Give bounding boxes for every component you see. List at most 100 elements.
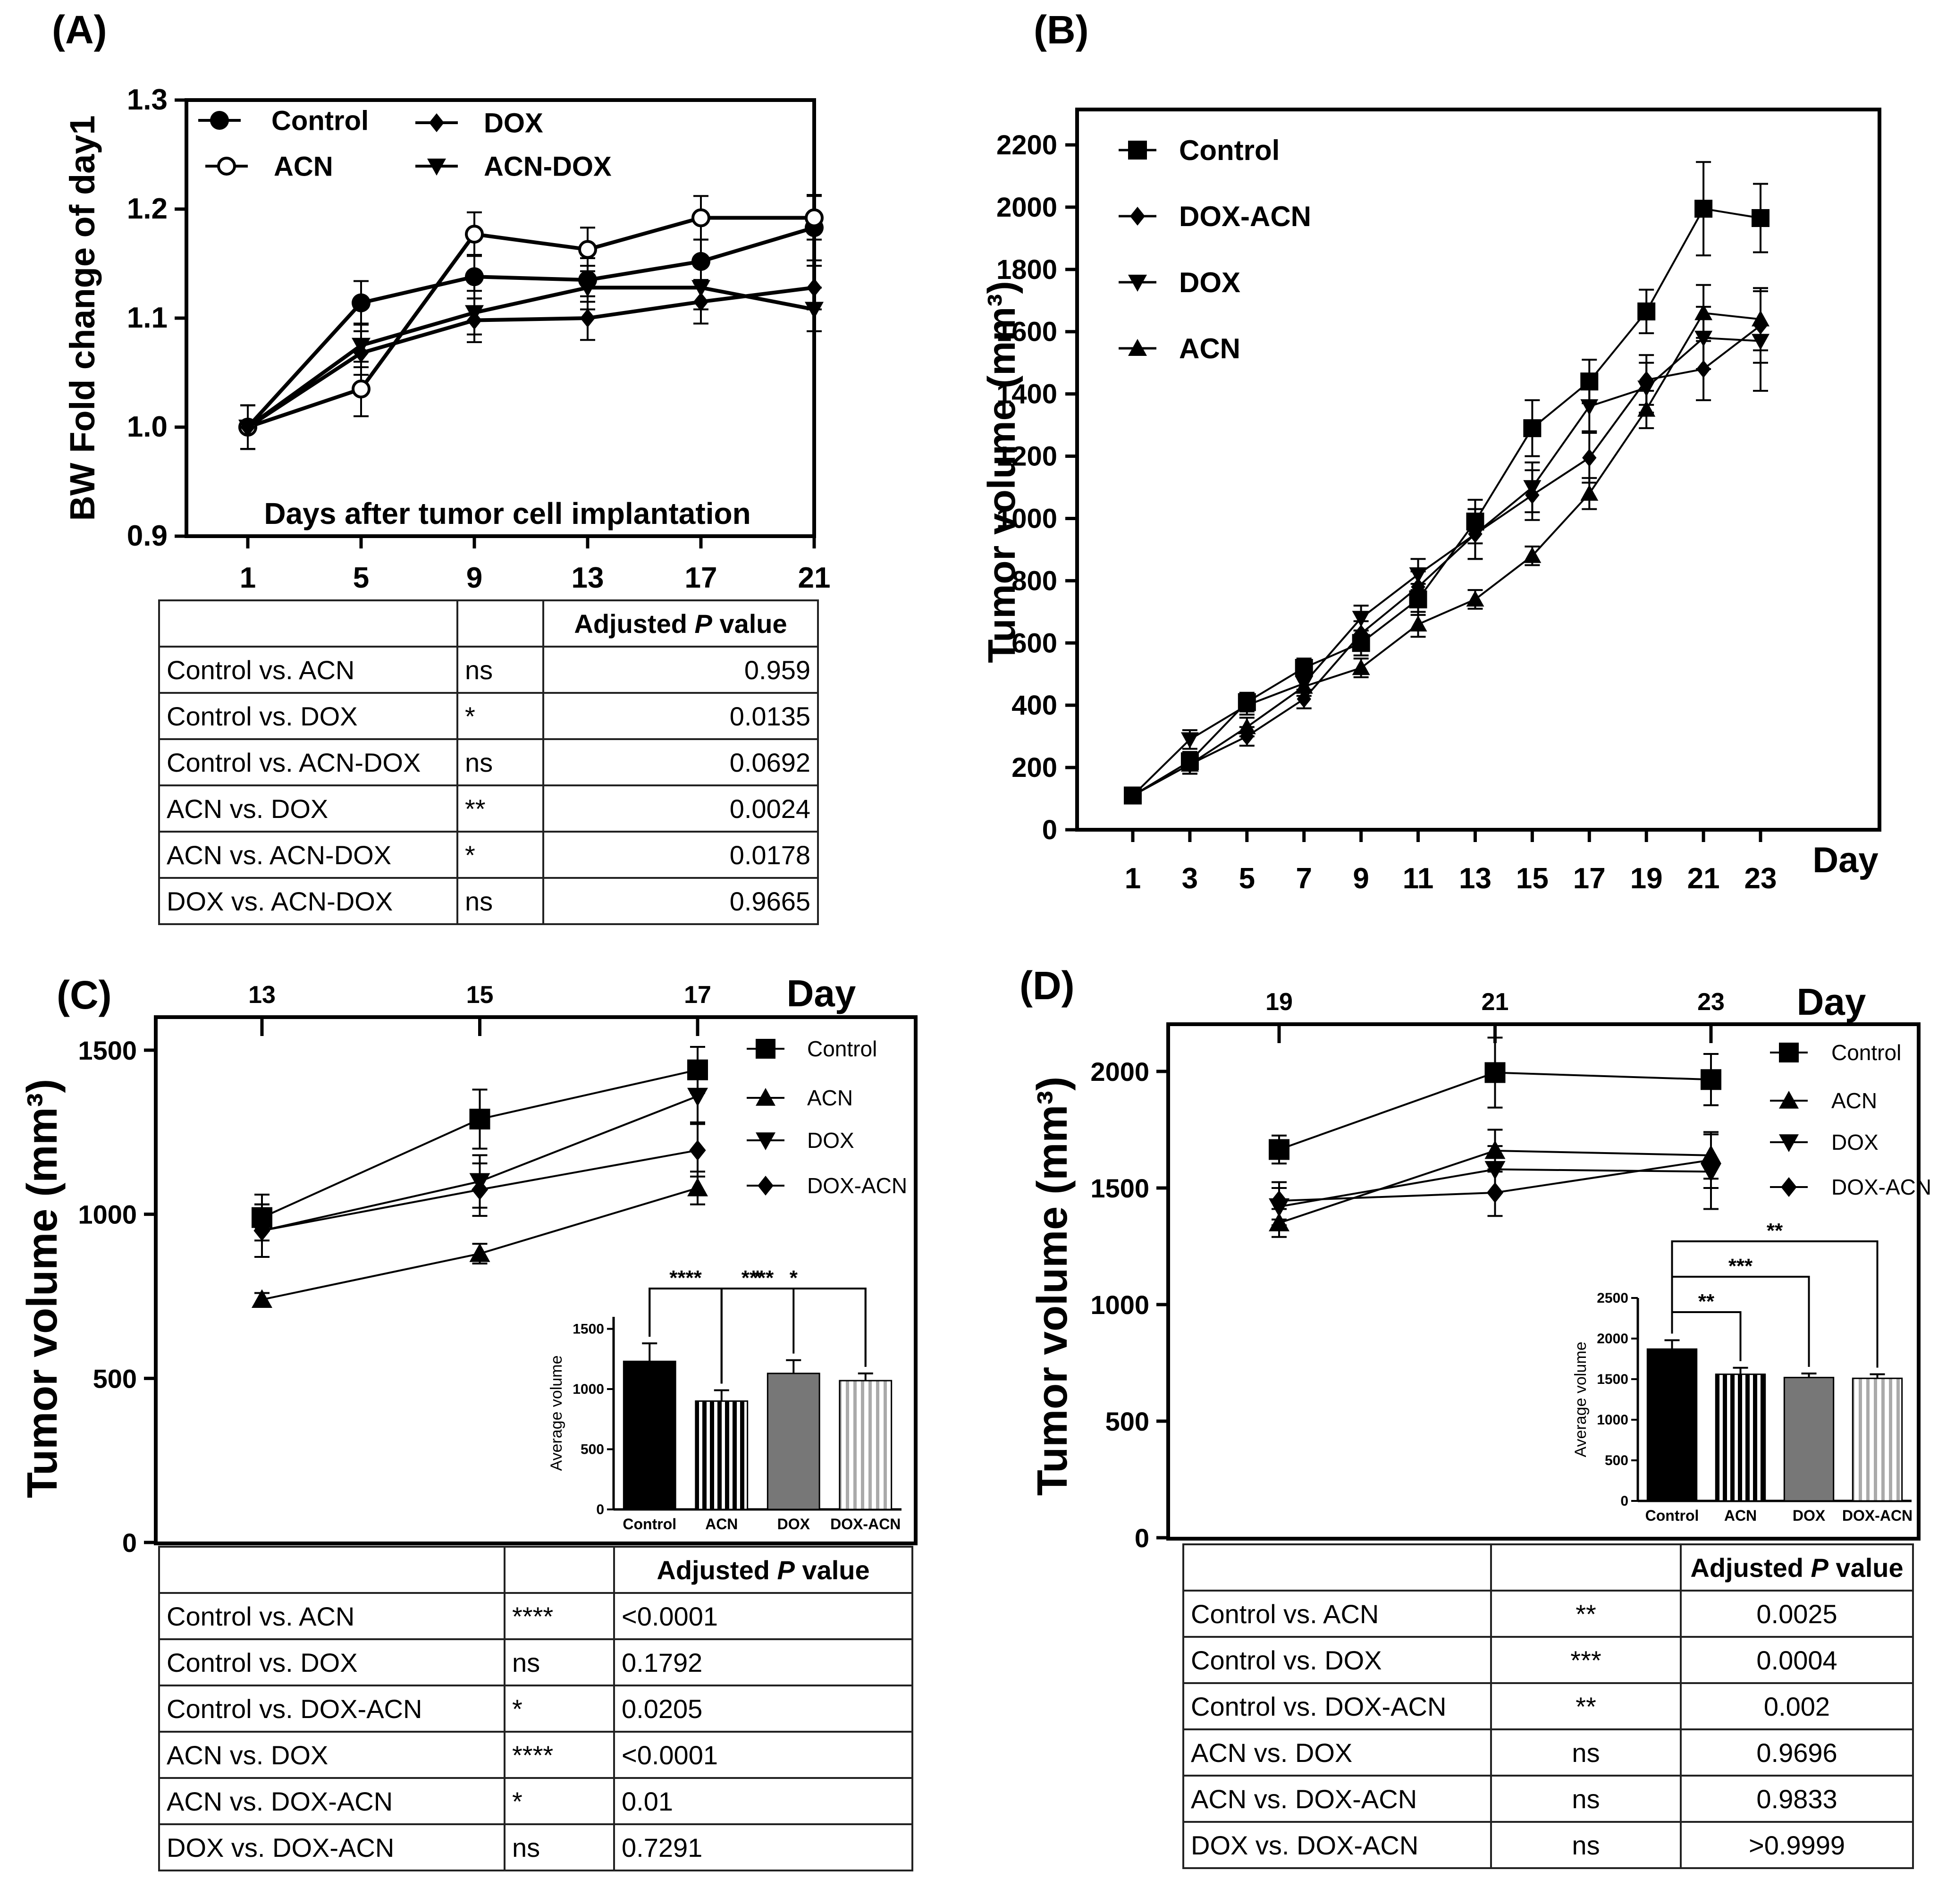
legend-marker [756, 1132, 775, 1150]
cell-comparison: Control vs. DOX [158, 692, 458, 740]
cell-p: 0.0692 [542, 738, 819, 786]
legend-marker [429, 113, 444, 132]
point-acn [578, 240, 597, 259]
point-dox [1352, 611, 1370, 627]
table-row: ACN vs. ACN-DOX * 0.0178 [158, 831, 819, 879]
cell-sig: ns [504, 1638, 615, 1686]
point-control [469, 1109, 490, 1130]
x-tick-label: 17 [1573, 862, 1606, 895]
cell-comparison: Control vs. DOX [158, 1638, 506, 1686]
legend-marker [1779, 1134, 1799, 1152]
legend-marker [756, 1088, 775, 1106]
point-dox-acn [1582, 448, 1597, 467]
inset-y-tick-label: 2500 [1597, 1290, 1628, 1306]
y-tick-label: 2000 [1090, 1057, 1149, 1087]
cell-p: 0.01 [613, 1777, 913, 1825]
x-tick-label: 15 [1516, 862, 1549, 895]
point-control [1694, 200, 1713, 218]
y-tick-label: 0 [122, 1528, 137, 1558]
legend-marker [427, 159, 446, 176]
cell-comparison: Control vs. ACN [158, 1592, 506, 1640]
point-control [1484, 1062, 1506, 1083]
table-a-adjusted-p: Adjusted P value Control vs. ACN ns 0.959 C… [158, 599, 819, 925]
point-control [465, 267, 484, 286]
cell-p: 0.0004 [1680, 1636, 1914, 1684]
table-row: Control vs. ACN ns 0.959 [158, 646, 819, 694]
table-header-row: Adjusted P value [158, 1546, 913, 1594]
x-tick-label: 1 [240, 562, 256, 594]
point-dox-acn [253, 1220, 270, 1241]
cell-p: 0.0205 [613, 1685, 913, 1733]
cell-p: 0.9696 [1680, 1728, 1914, 1777]
inset-x-tick-label: ACN [705, 1516, 738, 1533]
inset-bar-acn [1715, 1373, 1766, 1502]
table-row: DOX vs. DOX-ACN ns >0.9999 [1182, 1821, 1914, 1869]
cell-p: 0.0135 [542, 692, 819, 740]
cell-sig: ns [1490, 1728, 1682, 1777]
y-tick-label: 1600 [996, 317, 1057, 347]
cell-comparison: DOX vs. DOX-ACN [1182, 1821, 1492, 1869]
y-tick-label: 400 [1011, 690, 1057, 721]
inset-y-label: Average volume [548, 1355, 565, 1471]
x-tick-label: 21 [798, 562, 831, 594]
table-c-adjusted-p: Adjusted P value Control vs. ACN **** <0.0… [158, 1546, 913, 1871]
inset-y-label: Average volume [1572, 1341, 1590, 1457]
cell-sig: **** [504, 1731, 615, 1779]
x-axis-label: Days after tumor cell implantation [264, 497, 750, 531]
cell-p: 0.9833 [1680, 1775, 1914, 1823]
point-acn-dox [805, 302, 824, 319]
point-acn [1409, 615, 1427, 632]
point-control [1637, 302, 1656, 320]
inset-y-tick-label: 2000 [1597, 1331, 1628, 1347]
cell-comparison: Control vs. DOX [1182, 1636, 1492, 1684]
series-line-acn-dox [246, 286, 815, 429]
cell-comparison: DOX vs. ACN-DOX [158, 877, 458, 925]
cell-sig: * [456, 831, 544, 879]
cell-p: 0.1792 [613, 1638, 913, 1686]
legend-marker [1779, 1091, 1799, 1109]
header-adjusted-p: Adjusted P value [1680, 1543, 1914, 1592]
table-row: ACN vs. DOX ** 0.0024 [158, 784, 819, 833]
inset-x-tick-label: ACN [1724, 1507, 1757, 1524]
table-row: ACN vs. DOX ns 0.9696 [1182, 1728, 1914, 1777]
legend-marker [1130, 207, 1145, 226]
significance-label: ** [1767, 1219, 1783, 1242]
legend-marker [210, 111, 229, 130]
x-axis-label: Day [1797, 981, 1866, 1023]
point-dox [1466, 527, 1484, 543]
x-tick-label: 21 [1482, 988, 1509, 1016]
header-blank [158, 1546, 506, 1594]
x-tick-label: 19 [1630, 862, 1663, 895]
point-acn-dox [465, 305, 484, 322]
point-dox [1523, 480, 1542, 497]
significance-label: * [790, 1266, 798, 1289]
header-blank [1490, 1543, 1682, 1592]
header-blank [1182, 1543, 1492, 1592]
cell-p: 0.0178 [542, 831, 819, 879]
cell-sig: ** [1490, 1590, 1682, 1638]
inset-y-tick-label: 0 [1620, 1493, 1628, 1509]
point-dox-acn [1702, 1149, 1719, 1171]
legend-marker [1128, 339, 1147, 356]
table-row: DOX vs. DOX-ACN ns 0.7291 [158, 1823, 913, 1871]
y-tick-label: 1.0 [127, 411, 168, 443]
y-tick-label: 500 [1105, 1407, 1149, 1436]
y-tick-label: 1000 [1090, 1290, 1149, 1320]
x-tick-label: 5 [353, 562, 369, 594]
panel-label-a: (A) [52, 8, 107, 52]
point-acn [1694, 304, 1713, 320]
point-dox-acn [1486, 1182, 1504, 1203]
point-acn [687, 1178, 708, 1196]
cell-sig: ns [456, 877, 544, 925]
y-tick-label: 1800 [996, 254, 1057, 285]
table-row: Control vs. DOX-ACN * 0.0205 [158, 1685, 913, 1733]
legend-marker [758, 1176, 774, 1196]
point-dox-acn [1297, 690, 1311, 708]
y-tick-label: 500 [93, 1364, 137, 1393]
point-control [1752, 209, 1769, 227]
series-line-acn [1132, 312, 1761, 797]
cell-sig: ns [504, 1823, 615, 1871]
x-axis-label: Day [1812, 840, 1878, 880]
inset-y-tick-label: 1500 [1597, 1372, 1628, 1387]
header-blank [504, 1546, 615, 1594]
